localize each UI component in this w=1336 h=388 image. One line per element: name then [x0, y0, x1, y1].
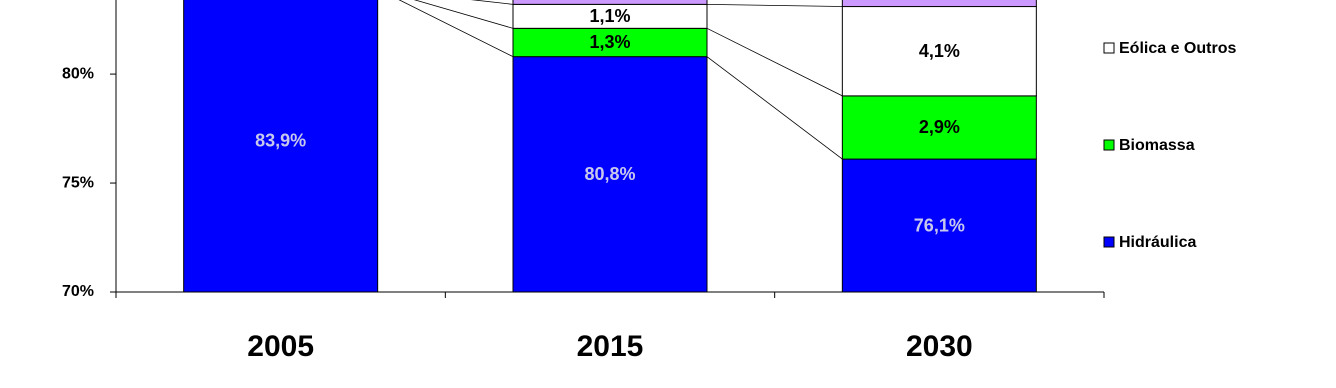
connector [470, 0, 514, 5]
bar-segment [841, 0, 1037, 8]
plot-area: 83,9% 80,8% 1,3% 1,1% 76,1% 2,9% 4,1% [183, 0, 1037, 292]
data-label: 1,1% [589, 6, 630, 26]
legend-swatch [1103, 139, 1115, 151]
connector [413, 0, 514, 29]
bar-segment [841, 6, 1037, 97]
data-label: 2,9% [919, 117, 960, 137]
y-tick-label: 80% [62, 65, 94, 82]
data-label: 83,9% [255, 130, 306, 150]
connector [706, 27, 843, 97]
bar-segment [512, 0, 708, 5]
data-label: 1,3% [589, 32, 630, 52]
bar-segment [183, 0, 379, 292]
connector [706, 56, 843, 160]
y-tick-label: 70% [62, 283, 94, 300]
bar-segment [841, 95, 1037, 160]
connector [706, 3, 843, 7]
data-label: 4,1% [919, 41, 960, 61]
connector [398, 0, 514, 58]
legend-swatch [1103, 236, 1115, 248]
x-tick-label: 2015 [577, 330, 644, 363]
legend-label: Eólica e Outros [1119, 40, 1236, 57]
y-tick-label: 75% [62, 174, 94, 191]
x-tick-label: 2005 [247, 330, 314, 363]
bar-segment [841, 158, 1037, 292]
bar-segment [512, 27, 708, 58]
data-label: 80,8% [584, 164, 635, 184]
bar-segment [512, 56, 708, 292]
legend-swatch [1103, 42, 1115, 54]
legend-label: Biomassa [1119, 137, 1195, 154]
x-tick-label: 2030 [906, 330, 973, 363]
legend-label: Hidráulica [1119, 234, 1196, 251]
data-label: 76,1% [914, 215, 965, 235]
